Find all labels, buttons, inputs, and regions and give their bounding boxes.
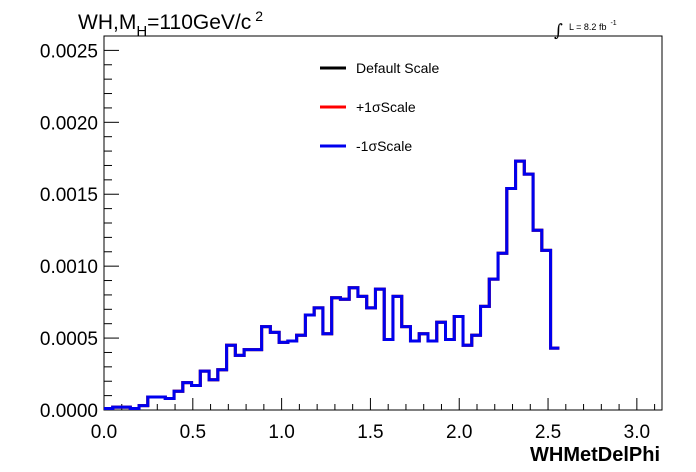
chart-title-rest: =110GeV/c	[147, 11, 251, 34]
plot-frame	[103, 35, 663, 411]
legend-label: Default Scale	[356, 60, 439, 76]
y-tick-label: 0.0015	[40, 185, 98, 206]
x-tick-label: 1.0	[268, 422, 294, 443]
axis-ticks: 0.0000 0.0005 0.0010 0.0015 0.0020 0.0025 0.0 0…	[40, 35, 656, 443]
x-tick-label: 1.5	[357, 422, 383, 443]
y-tick-label: 0.0010	[40, 257, 98, 278]
x-axis-label: WHMetDelPhi	[530, 444, 660, 466]
y-tick-label: 0.0020	[40, 113, 98, 134]
series-line-2	[104, 159, 560, 411]
series-line-1	[104, 159, 560, 411]
y-tick-label: 0.0025	[40, 41, 98, 62]
y-tick-label: 0.0005	[40, 329, 98, 350]
chart-title-superscript: 2	[255, 8, 263, 24]
x-tick-label: 0.5	[180, 422, 206, 443]
x-tick-label: 2.0	[446, 422, 472, 443]
series-line-0	[104, 159, 560, 411]
chart-title-subscript: H	[136, 23, 147, 40]
x-tick-label: 2.5	[535, 422, 561, 443]
lumi-annotation: L = 8.2 fb -1	[569, 20, 617, 32]
chart-title: WH,MH=110GeV/c 2	[78, 8, 263, 40]
lumi-annotation-text: L = 8.2 fb	[569, 22, 606, 32]
y-tick-label: 0.0000	[40, 401, 98, 422]
x-tick-label: 3.0	[624, 422, 650, 443]
lumi-integral-symbol: ∫	[554, 21, 563, 41]
x-tick-label: 0.0	[91, 422, 117, 443]
legend-label: +1σScale	[356, 99, 416, 115]
series-layer	[104, 159, 560, 411]
lumi-annotation-superscript: -1	[610, 20, 616, 27]
legend: Default Scale +1σScale -1σScale	[320, 60, 439, 154]
chart-title-main: WH,M	[78, 11, 136, 34]
legend-label: -1σScale	[356, 138, 412, 154]
